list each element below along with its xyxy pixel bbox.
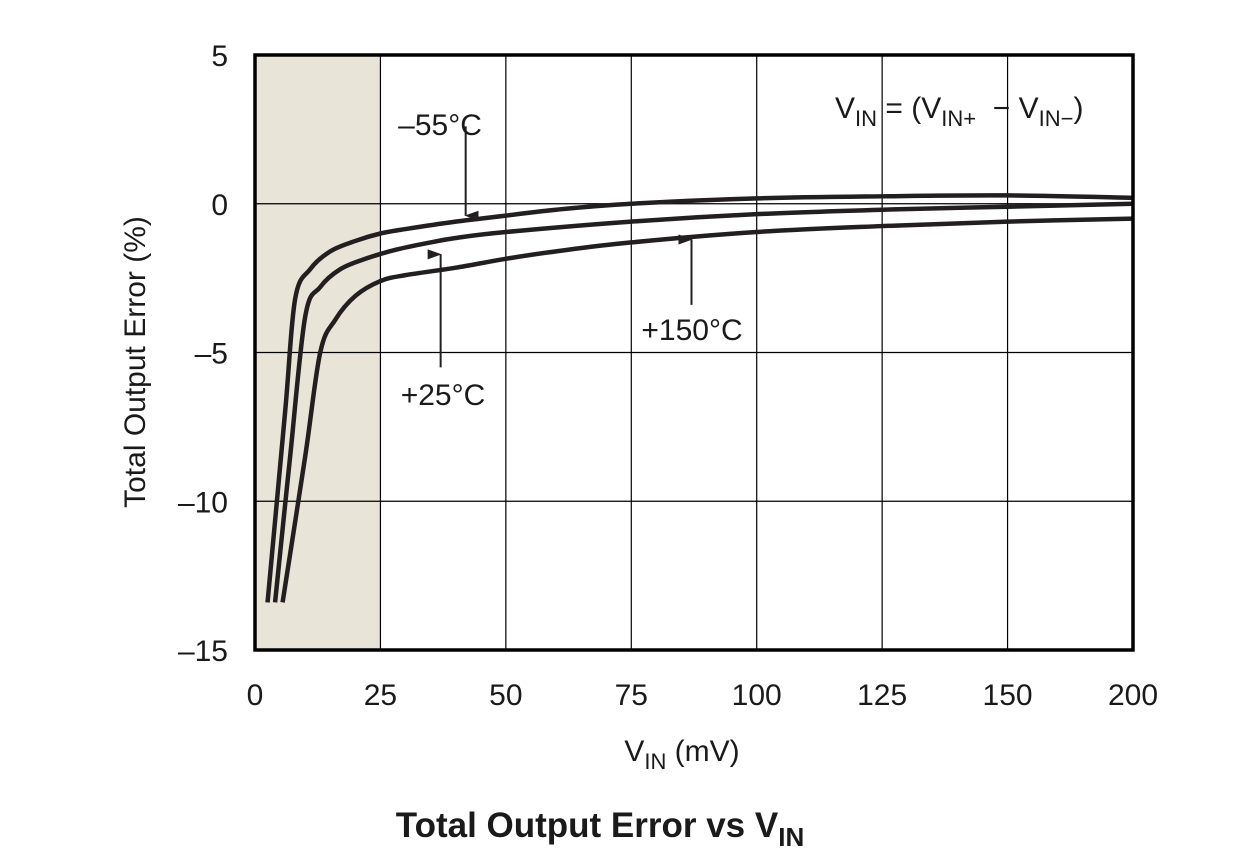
y-tick-label: –10 [178, 486, 228, 519]
x-tick-label: 100 [732, 679, 782, 712]
y-tick-label: –5 [195, 338, 228, 371]
series-label: –55°C [398, 109, 482, 142]
x-tick-label: 0 [247, 679, 264, 712]
grid-lines [254, 54, 1134, 651]
series-line [265, 193, 1134, 603]
y-tick-label: 0 [211, 189, 228, 222]
x-tick-label: 75 [615, 679, 648, 712]
series-line [272, 201, 1134, 603]
x-tick-label: 125 [857, 679, 907, 712]
y-tick-label: –15 [178, 635, 228, 668]
equation-label: VIN = (VIN+ − VIN−) [835, 92, 1083, 131]
x-tick-label: 200 [1108, 679, 1158, 712]
series-line [280, 216, 1134, 603]
x-axis-label: VIN (mV) [624, 735, 739, 774]
x-tick-labels: 0 25 50 75 100 125 150 200 [247, 679, 1158, 712]
y-tick-label: 5 [211, 40, 228, 73]
annotations: –55°C +25°C +150°C [398, 109, 742, 412]
series-lines [265, 193, 1134, 603]
x-tick-label: 150 [983, 679, 1033, 712]
x-tick-label: 50 [489, 679, 522, 712]
chart-title: Total Output Error vs VIN [396, 806, 804, 852]
y-axis-label: Total Output Error (%) [119, 216, 152, 508]
series-label: +25°C [401, 379, 486, 412]
series-label: +150°C [641, 314, 742, 347]
y-tick-labels: 5 0 –5 –10 –15 [178, 40, 228, 668]
x-tick-label: 25 [364, 679, 397, 712]
plot-frame [253, 53, 1135, 652]
